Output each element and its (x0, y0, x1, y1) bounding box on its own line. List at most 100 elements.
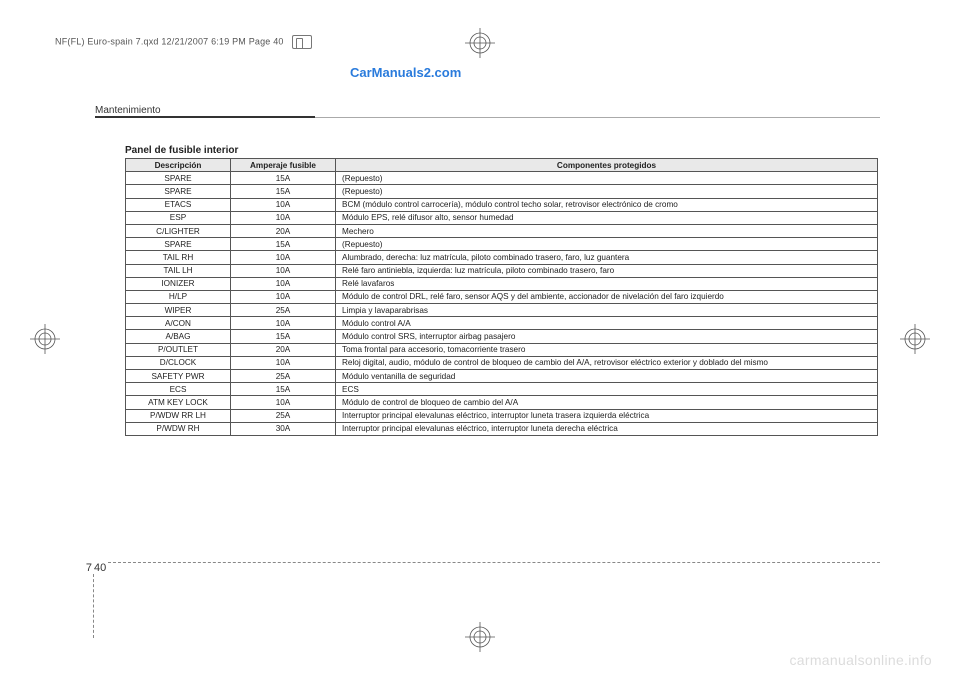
cell-amp: 10A (231, 356, 336, 369)
table-row: H/LP10AMódulo de control DRL, relé faro,… (126, 290, 878, 303)
section-header: Mantenimiento (95, 100, 880, 118)
fuse-table-inner: Descripción Amperaje fusible Componentes… (125, 158, 878, 436)
cell-desc: SPARE (126, 185, 231, 198)
cell-comp: Módulo de control DRL, relé faro, sensor… (336, 290, 878, 303)
cell-amp: 10A (231, 251, 336, 264)
cell-desc: SPARE (126, 172, 231, 185)
cell-amp: 10A (231, 277, 336, 290)
cell-amp: 15A (231, 172, 336, 185)
cell-amp: 15A (231, 383, 336, 396)
cell-comp: Módulo de control de bloqueo de cambio d… (336, 396, 878, 409)
cell-comp: Interruptor principal elevalunas eléctri… (336, 422, 878, 435)
cell-desc: SAFETY PWR (126, 370, 231, 383)
cell-amp: 10A (231, 290, 336, 303)
table-row: P/WDW RH30AInterruptor principal elevalu… (126, 422, 878, 435)
cell-comp: (Repuesto) (336, 172, 878, 185)
cell-comp: BCM (módulo control carrocería), módulo … (336, 198, 878, 211)
cell-amp: 10A (231, 264, 336, 277)
registration-mark-top-icon (465, 28, 495, 58)
cell-comp: Limpia y lavaparabrisas (336, 304, 878, 317)
cell-comp: Alumbrado, derecha: luz matrícula, pilot… (336, 251, 878, 264)
cell-amp: 15A (231, 330, 336, 343)
cell-desc: P/OUTLET (126, 343, 231, 356)
registration-mark-right-icon (900, 324, 930, 354)
table-header-row: Descripción Amperaje fusible Componentes… (126, 159, 878, 172)
fuse-table: Descripción Amperaje fusible Componentes… (125, 158, 877, 436)
page-number: 40 (94, 562, 106, 574)
cell-comp: Interruptor principal elevalunas eléctri… (336, 409, 878, 422)
table-row: ECS15AECS (126, 383, 878, 396)
cell-desc: A/CON (126, 317, 231, 330)
cell-amp: 10A (231, 317, 336, 330)
cell-comp: (Repuesto) (336, 238, 878, 251)
cell-desc: D/CLOCK (126, 356, 231, 369)
watermark-top: CarManuals2.com (350, 65, 461, 80)
cell-desc: P/WDW RH (126, 422, 231, 435)
cell-desc: ECS (126, 383, 231, 396)
col-header-amp: Amperaje fusible (231, 159, 336, 172)
table-caption: Panel de fusible interior (125, 145, 238, 156)
cell-desc: WIPER (126, 304, 231, 317)
col-header-desc: Descripción (126, 159, 231, 172)
cell-amp: 20A (231, 343, 336, 356)
cell-comp: Mechero (336, 224, 878, 237)
table-row: ATM KEY LOCK10AMódulo de control de bloq… (126, 396, 878, 409)
footer-watermark: carmanualsonline.info (790, 652, 933, 668)
cell-comp: Reloj digital, audio, módulo de control … (336, 356, 878, 369)
cell-comp: Toma frontal para accesorio, tomacorrien… (336, 343, 878, 356)
page-number-hline (108, 562, 880, 563)
cell-amp: 15A (231, 185, 336, 198)
cell-desc: C/LIGHTER (126, 224, 231, 237)
table-row: SPARE15A(Repuesto) (126, 238, 878, 251)
table-row: WIPER25ALimpia y lavaparabrisas (126, 304, 878, 317)
registration-mark-bottom-icon (465, 622, 495, 652)
cell-amp: 15A (231, 238, 336, 251)
page-number-block: 740 (80, 562, 880, 574)
table-row: ETACS10ABCM (módulo control carrocería),… (126, 198, 878, 211)
cell-desc: TAIL RH (126, 251, 231, 264)
cell-desc: ETACS (126, 198, 231, 211)
cell-comp: Módulo control A/A (336, 317, 878, 330)
table-row: A/BAG15AMódulo control SRS, interruptor … (126, 330, 878, 343)
cell-comp: Módulo EPS, relé difusor alto, sensor hu… (336, 211, 878, 224)
cell-desc: ATM KEY LOCK (126, 396, 231, 409)
cell-comp: (Repuesto) (336, 185, 878, 198)
print-meta-text: NF(FL) Euro-spain 7.qxd 12/21/2007 6:19 … (55, 36, 284, 46)
cell-comp: Módulo control SRS, interruptor airbag p… (336, 330, 878, 343)
chapter-number: 7 (80, 562, 92, 574)
table-row: TAIL RH10AAlumbrado, derecha: luz matríc… (126, 251, 878, 264)
page-number-vline (93, 574, 94, 638)
table-row: P/OUTLET20AToma frontal para accesorio, … (126, 343, 878, 356)
table-row: D/CLOCK10AReloj digital, audio, módulo d… (126, 356, 878, 369)
cell-comp: Relé lavafaros (336, 277, 878, 290)
cell-comp: Relé faro antiniebla, izquierda: luz mat… (336, 264, 878, 277)
cell-desc: TAIL LH (126, 264, 231, 277)
table-row: C/LIGHTER20AMechero (126, 224, 878, 237)
cell-amp: 25A (231, 304, 336, 317)
print-layout-icon (292, 35, 312, 49)
cell-amp: 10A (231, 198, 336, 211)
table-row: ESP10AMódulo EPS, relé difusor alto, sen… (126, 211, 878, 224)
table-row: SAFETY PWR25AMódulo ventanilla de seguri… (126, 370, 878, 383)
cell-desc: IONIZER (126, 277, 231, 290)
page-root: NF(FL) Euro-spain 7.qxd 12/21/2007 6:19 … (0, 0, 960, 678)
cell-desc: SPARE (126, 238, 231, 251)
cell-desc: H/LP (126, 290, 231, 303)
cell-amp: 10A (231, 211, 336, 224)
cell-comp: Módulo ventanilla de seguridad (336, 370, 878, 383)
registration-mark-left-icon (30, 324, 60, 354)
cell-desc: A/BAG (126, 330, 231, 343)
cell-desc: P/WDW RR LH (126, 409, 231, 422)
table-row: P/WDW RR LH25AInterruptor principal elev… (126, 409, 878, 422)
cell-desc: ESP (126, 211, 231, 224)
col-header-comp: Componentes protegidos (336, 159, 878, 172)
table-row: A/CON10AMódulo control A/A (126, 317, 878, 330)
table-row: TAIL LH10ARelé faro antiniebla, izquierd… (126, 264, 878, 277)
cell-amp: 25A (231, 370, 336, 383)
print-meta: NF(FL) Euro-spain 7.qxd 12/21/2007 6:19 … (55, 35, 312, 49)
cell-amp: 25A (231, 409, 336, 422)
cell-amp: 10A (231, 396, 336, 409)
table-row: SPARE15A(Repuesto) (126, 185, 878, 198)
cell-amp: 20A (231, 224, 336, 237)
section-title: Mantenimiento (95, 105, 161, 116)
